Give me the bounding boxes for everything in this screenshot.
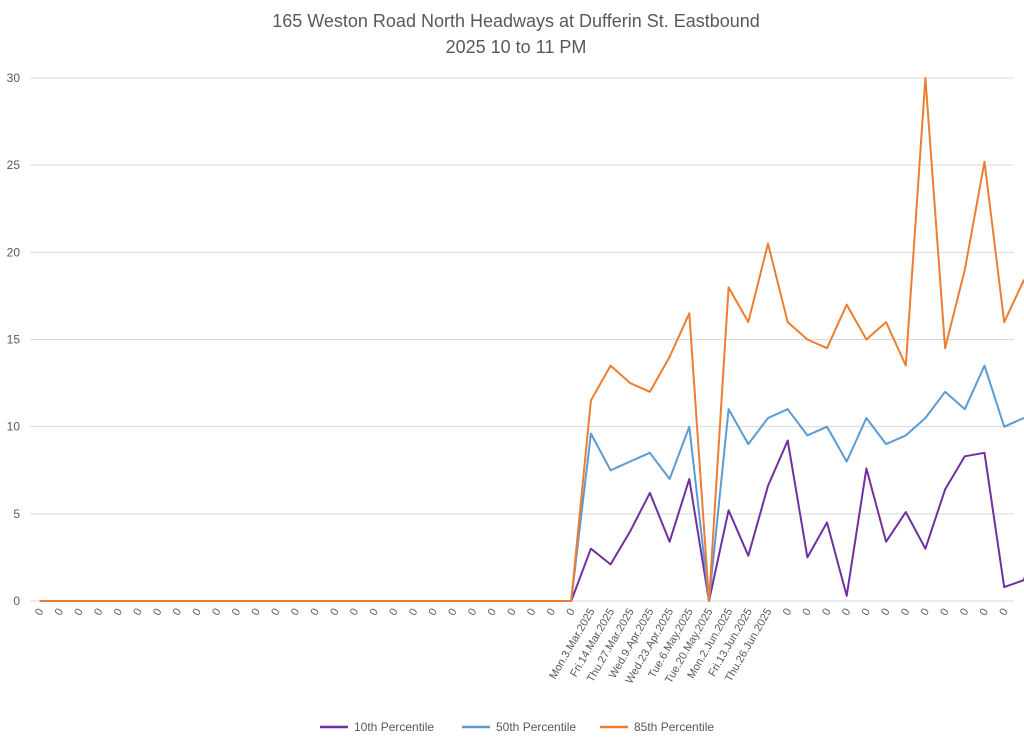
legend-label: 50th Percentile [496, 720, 576, 734]
x-tick-label: 0 [997, 607, 1010, 618]
legend: 10th Percentile 50th Percentile 85th Perce… [320, 720, 714, 734]
x-tick-label: 0 [309, 607, 322, 618]
x-tick-label: 0 [505, 607, 518, 618]
x-tick-label: 0 [53, 607, 66, 618]
series-line [39, 77, 1024, 602]
x-tick-label: 0 [190, 607, 203, 618]
series-lines [39, 77, 1024, 602]
chart-subtitle: 2025 10 to 11 PM [446, 37, 587, 57]
series-line [39, 439, 1024, 602]
y-tick-label: 0 [13, 594, 20, 608]
x-tick-label: 0 [33, 607, 46, 618]
x-tick-label: 0 [230, 607, 243, 618]
x-tick-label: 0 [899, 607, 912, 618]
x-tick-label: 0 [92, 607, 105, 618]
x-tick-label: 0 [427, 607, 440, 618]
x-tick-label: 0 [269, 607, 282, 618]
x-tick-label: 0 [72, 607, 85, 618]
x-tick-label: 0 [368, 607, 381, 618]
x-tick-label: 0 [525, 607, 538, 618]
x-tick-label: 0 [958, 607, 971, 618]
x-tick-label: 0 [151, 607, 164, 618]
x-tick-label: 0 [328, 607, 341, 618]
x-tick-label: 0 [289, 607, 302, 618]
series-line [39, 364, 1024, 602]
x-tick-label: 0 [348, 607, 361, 618]
x-tick-label: 0 [879, 607, 892, 618]
x-tick-label: 0 [112, 607, 125, 618]
x-tick-label: 0 [820, 607, 833, 618]
x-tick-label: 0 [171, 607, 184, 618]
chart-title: 165 Weston Road North Headways at Duffer… [272, 11, 760, 31]
x-tick-label: 0 [840, 607, 853, 618]
y-tick-label: 30 [7, 71, 21, 85]
y-axis-ticks: 0 5 10 15 20 25 30 [7, 71, 21, 608]
x-tick-label: 0 [407, 607, 420, 618]
x-tick-label: 0 [466, 607, 479, 618]
x-tick-label: 0 [978, 607, 991, 618]
x-tick-label: 0 [564, 607, 577, 618]
x-tick-label: 0 [938, 607, 951, 618]
legend-label: 85th Percentile [634, 720, 714, 734]
y-tick-label: 20 [7, 245, 21, 259]
x-axis-ticks: 0 0 0 0 0 0 0 0 0 0 0 0 0 0 0 0 0 0 0 0 0 0 0 0 0 0 0 0Mon.3.Mar.20… [33, 607, 1011, 686]
x-tick-label: 0 [249, 607, 262, 618]
y-tick-label: 25 [7, 158, 21, 172]
y-tick-label: 5 [13, 507, 20, 521]
y-tick-label: 10 [7, 420, 21, 434]
x-tick-label: 0 [210, 607, 223, 618]
x-tick-label: 0 [545, 607, 558, 618]
y-tick-label: 15 [7, 333, 21, 347]
x-tick-label: 0 [446, 607, 459, 618]
x-tick-label: 0 [387, 607, 400, 618]
grid-lines [30, 77, 1014, 602]
x-tick-label: 0 [781, 607, 794, 618]
x-tick-label: 0 [860, 607, 873, 618]
legend-label: 10th Percentile [354, 720, 434, 734]
x-tick-label: 0 [919, 607, 932, 618]
x-tick-label: 0 [131, 607, 144, 618]
x-tick-label: 0 [486, 607, 499, 618]
x-tick-label: 0 [801, 607, 814, 618]
